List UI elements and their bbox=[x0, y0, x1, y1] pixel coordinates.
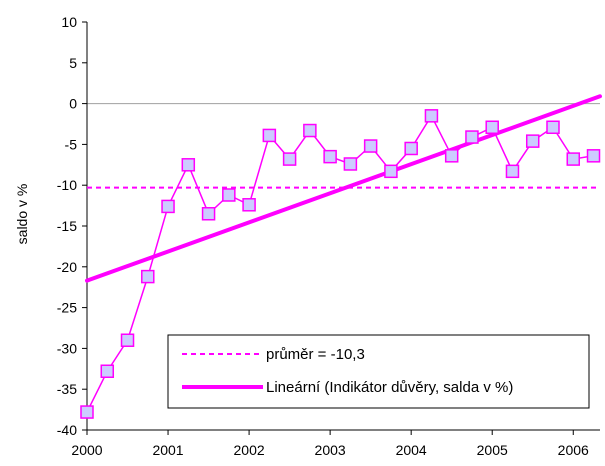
data-point-marker bbox=[444, 149, 459, 163]
x-tick-label: 2004 bbox=[396, 442, 427, 458]
y-tick-label: -20 bbox=[57, 259, 77, 275]
x-tick-label: 2001 bbox=[152, 442, 183, 458]
data-point-marker bbox=[525, 134, 540, 148]
y-axis-label: saldo v % bbox=[14, 184, 30, 245]
y-tick-label: 5 bbox=[69, 55, 77, 71]
y-tick-label: -35 bbox=[57, 381, 77, 397]
x-tick-label: 2005 bbox=[477, 442, 508, 458]
data-point-marker bbox=[222, 188, 236, 202]
data-point-marker bbox=[424, 109, 439, 123]
x-tick-label: 2002 bbox=[234, 442, 265, 458]
trend-line-layer bbox=[85, 94, 602, 283]
data-point-marker bbox=[363, 139, 378, 153]
y-tick-label: -25 bbox=[57, 300, 77, 316]
x-tick-label: 2003 bbox=[315, 442, 346, 458]
series-line bbox=[86, 114, 594, 413]
y-tick-label: 10 bbox=[61, 14, 77, 30]
data-point-marker bbox=[100, 364, 115, 378]
data-point-marker bbox=[120, 333, 135, 347]
x-tick-label: 2006 bbox=[558, 442, 589, 458]
y-tick-label: -40 bbox=[57, 422, 77, 438]
y-tick-label: -30 bbox=[57, 340, 77, 356]
data-point-marker bbox=[465, 130, 479, 144]
data-point-marker bbox=[384, 164, 398, 179]
data-point-marker bbox=[80, 405, 94, 419]
data-point-marker bbox=[546, 120, 560, 135]
legend-trend-label: Lineární (Indikátor důvěry, salda v %) bbox=[266, 379, 513, 396]
data-point-marker bbox=[485, 120, 499, 135]
data-point-marker bbox=[343, 157, 358, 171]
trend-line bbox=[85, 94, 602, 283]
legend-box bbox=[167, 334, 590, 409]
series-layer bbox=[80, 109, 601, 419]
y-tick-label: -15 bbox=[57, 218, 77, 234]
data-point-marker bbox=[141, 269, 155, 284]
y-tick-label: -5 bbox=[65, 136, 78, 152]
legend: průměr = -10,3 Lineární (Indikátor důvěr… bbox=[167, 334, 590, 409]
data-point-marker bbox=[262, 128, 277, 143]
data-point-marker bbox=[323, 149, 337, 164]
tick-labels: 10 5 0 -5 -10 -15 -20 -25 -30 -35 -40 2000 2001 2002 2… bbox=[57, 14, 589, 458]
legend-mean-label: průměr = -10,3 bbox=[266, 346, 365, 363]
x-tick-label: 2000 bbox=[71, 442, 102, 458]
data-point-marker bbox=[505, 164, 520, 179]
axes bbox=[82, 21, 600, 435]
data-point-marker bbox=[201, 207, 216, 221]
data-point-marker bbox=[404, 141, 418, 156]
data-point-marker bbox=[586, 149, 601, 163]
data-point-marker bbox=[181, 158, 196, 172]
y-tick-label: -10 bbox=[57, 177, 77, 193]
data-point-marker bbox=[566, 152, 581, 166]
data-point-marker bbox=[282, 152, 297, 166]
y-tick-label: 0 bbox=[69, 96, 77, 112]
data-point-marker bbox=[161, 199, 175, 214]
data-point-marker bbox=[242, 198, 256, 212]
data-point-marker bbox=[303, 123, 317, 138]
